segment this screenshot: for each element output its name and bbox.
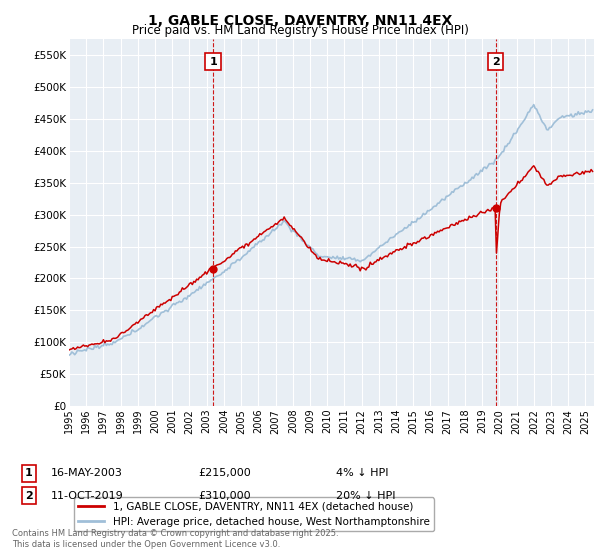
Text: £215,000: £215,000 xyxy=(198,468,251,478)
Text: 16-MAY-2003: 16-MAY-2003 xyxy=(51,468,123,478)
Text: 11-OCT-2019: 11-OCT-2019 xyxy=(51,491,124,501)
Text: 1, GABLE CLOSE, DAVENTRY, NN11 4EX: 1, GABLE CLOSE, DAVENTRY, NN11 4EX xyxy=(148,14,452,28)
Text: 2: 2 xyxy=(25,491,32,501)
Text: 4% ↓ HPI: 4% ↓ HPI xyxy=(336,468,389,478)
Text: 2: 2 xyxy=(491,57,499,67)
Text: 20% ↓ HPI: 20% ↓ HPI xyxy=(336,491,395,501)
Text: £310,000: £310,000 xyxy=(198,491,251,501)
Text: 1: 1 xyxy=(25,468,32,478)
Text: 1: 1 xyxy=(209,57,217,67)
Legend: 1, GABLE CLOSE, DAVENTRY, NN11 4EX (detached house), HPI: Average price, detache: 1, GABLE CLOSE, DAVENTRY, NN11 4EX (deta… xyxy=(74,497,434,531)
Text: Price paid vs. HM Land Registry's House Price Index (HPI): Price paid vs. HM Land Registry's House … xyxy=(131,24,469,37)
Text: Contains HM Land Registry data © Crown copyright and database right 2025.
This d: Contains HM Land Registry data © Crown c… xyxy=(12,529,338,549)
